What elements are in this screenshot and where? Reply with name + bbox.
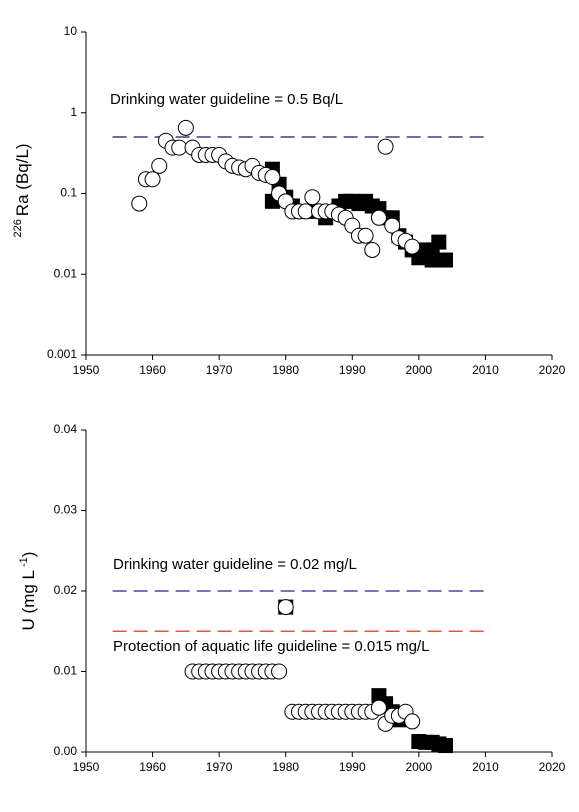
- x-tick-label: 1970: [206, 363, 233, 377]
- circle-point: [370, 699, 387, 716]
- circle-point: [364, 241, 381, 258]
- circle-point: [177, 119, 194, 136]
- circle-point: [357, 227, 374, 244]
- x-tick-label: 1950: [73, 363, 100, 377]
- y-tick-label: 0.01: [54, 664, 78, 678]
- y-tick-label: 0.01: [54, 266, 78, 280]
- circle-point: [297, 203, 314, 220]
- circle-point: [370, 209, 387, 226]
- y-tick-label: 1: [70, 105, 77, 119]
- circle-point: [144, 171, 161, 188]
- x-tick-label: 1960: [139, 363, 166, 377]
- circle-point: [277, 599, 294, 616]
- square-point: [437, 738, 453, 754]
- reference-label: Drinking water guideline = 0.5 Bq/L: [110, 91, 343, 108]
- circle-point: [171, 139, 188, 156]
- y-tick-label: 0.04: [54, 422, 78, 436]
- x-tick-label: 2010: [472, 760, 499, 774]
- circle-point: [384, 217, 401, 234]
- circle-point: [377, 138, 394, 155]
- square-point: [431, 234, 447, 250]
- y-tick-label: 0.03: [54, 503, 78, 517]
- x-tick-label: 2020: [539, 760, 566, 774]
- circle-point: [404, 713, 421, 730]
- circle-point: [264, 169, 281, 186]
- y-tick-label: 0.00: [54, 744, 78, 758]
- y-axis-label-part: -1: [18, 557, 30, 567]
- x-tick-label: 1990: [339, 363, 366, 377]
- y-tick-label: 0.02: [54, 583, 78, 597]
- x-tick-label: 1980: [272, 363, 299, 377]
- circle-point: [304, 189, 321, 206]
- y-tick-label: 0.001: [47, 347, 77, 361]
- y-axis-label-part: U (mg L: [19, 570, 38, 630]
- circle-point: [271, 663, 288, 680]
- y-axis-label-part: Ra (Bq/L): [13, 143, 32, 216]
- x-tick-label: 1960: [139, 760, 166, 774]
- reference-label: Drinking water guideline = 0.02 mg/L: [113, 556, 357, 573]
- circle-point: [131, 195, 148, 212]
- x-tick-label: 1980: [272, 760, 299, 774]
- x-tick-label: 1970: [206, 760, 233, 774]
- y-axis-label: U (mg L -1): [18, 552, 39, 631]
- y-axis-label: 226 Ra (Bq/L): [12, 143, 33, 237]
- circle-point: [151, 157, 168, 174]
- y-tick-label: 10: [64, 24, 78, 38]
- x-tick-label: 1990: [339, 760, 366, 774]
- y-axis-label-part: ): [19, 552, 38, 558]
- square-point: [424, 252, 440, 268]
- y-tick-label: 0.1: [60, 186, 77, 200]
- square-point: [437, 252, 453, 268]
- circle-point: [404, 238, 421, 255]
- x-tick-label: 2000: [406, 760, 433, 774]
- y-axis-label-part: 226: [12, 219, 24, 237]
- reference-label: Protection of aquatic life guideline = 0…: [113, 638, 429, 655]
- x-tick-label: 2020: [539, 363, 566, 377]
- x-tick-label: 2000: [406, 363, 433, 377]
- x-tick-label: 2010: [472, 363, 499, 377]
- x-tick-label: 1950: [73, 760, 100, 774]
